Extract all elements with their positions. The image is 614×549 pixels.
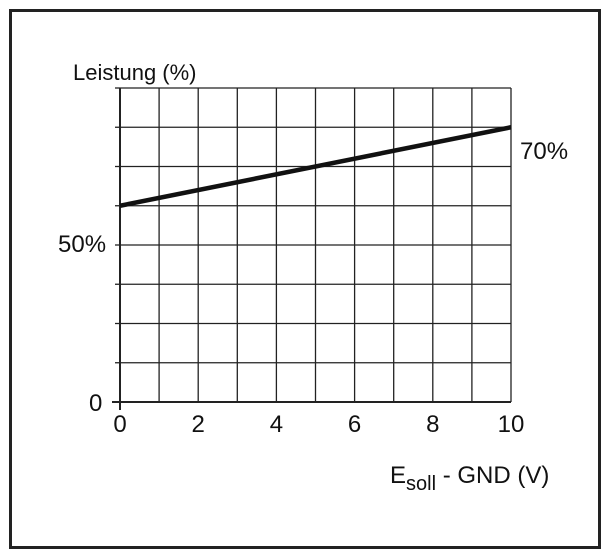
chart-grid (119, 87, 512, 403)
annotation-end-value: 70% (520, 138, 568, 165)
x-tick-label: 0 (113, 411, 126, 438)
chart-axes (112, 87, 511, 410)
x-axis-label-subscript: soll (406, 473, 436, 495)
chart-frame (9, 9, 601, 549)
x-tick-label: 4 (270, 411, 283, 438)
x-tick-label: 10 (498, 411, 525, 438)
y-tick-label-zero: 0 (89, 390, 102, 417)
x-tick-label: 2 (192, 411, 205, 438)
x-tick-label: 8 (426, 411, 439, 438)
x-tick-labels: 0 2 4 6 8 10 (113, 411, 524, 438)
x-axis-label-main: E (390, 462, 406, 489)
chart-series (119, 125, 512, 208)
series-line (119, 125, 512, 208)
annotation-start-value: 50% (58, 231, 106, 258)
x-axis-label-rest: - GND (V) (436, 462, 549, 489)
y-axis-label: Leistung (%) (73, 60, 197, 85)
x-tick-label: 6 (348, 411, 361, 438)
x-axis-label: Esoll - GND (V) (390, 462, 549, 495)
